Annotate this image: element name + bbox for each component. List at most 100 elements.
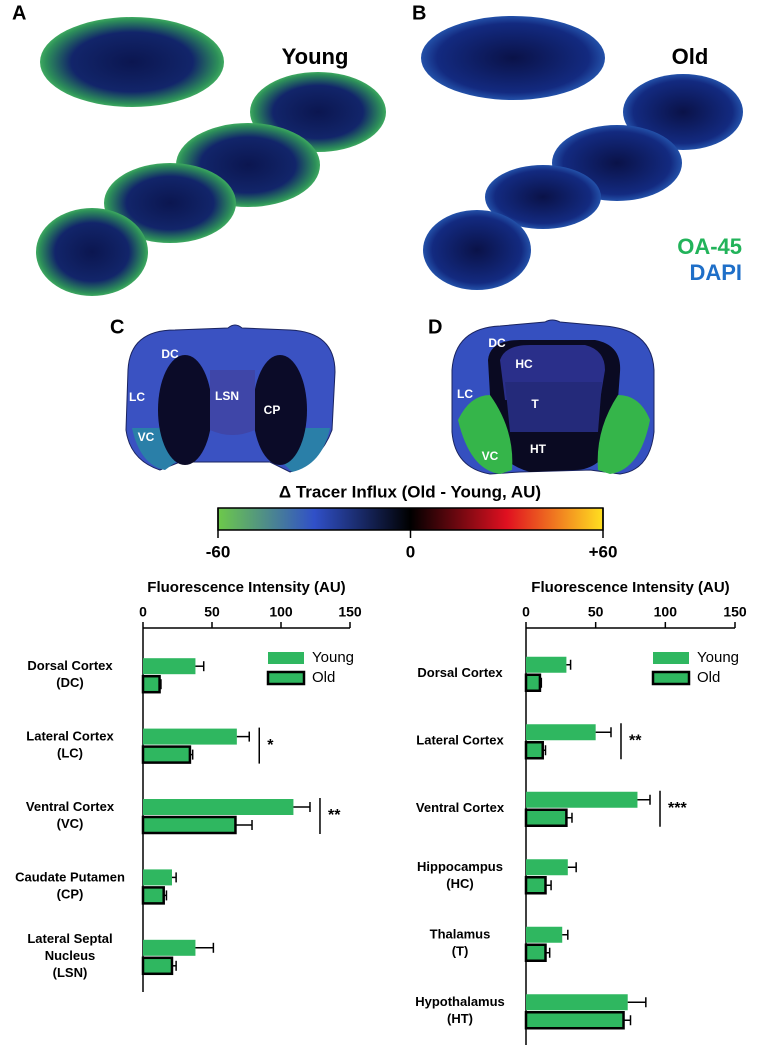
x-tick-label: 50	[588, 604, 604, 620]
region-label: T	[531, 397, 539, 411]
panel-letter: C	[110, 316, 124, 338]
region-label: VC	[138, 430, 155, 444]
category-label: Lateral Cortex	[416, 733, 504, 748]
category-label: Lateral Septal	[27, 931, 112, 946]
x-tick-label: 150	[723, 604, 747, 620]
category-label: (LSN)	[53, 965, 88, 980]
bar	[141, 886, 165, 905]
panel-d: D DC HC LC T HT VC	[428, 316, 655, 475]
significance-label: ***	[668, 800, 687, 817]
bar	[141, 745, 192, 764]
region-label: LC	[457, 387, 473, 401]
category-label: Hippocampus	[417, 859, 503, 874]
category-label: (LC)	[57, 746, 83, 761]
panel-letter: B	[412, 2, 426, 24]
brain-slice	[104, 163, 236, 243]
category-label: Hypothalamus	[415, 994, 505, 1009]
brain-region	[158, 355, 212, 465]
category-label: Caudate Putamen	[15, 869, 125, 884]
x-axis-title: Fluorescence Intensity (AU)	[147, 579, 345, 596]
region-label: VC	[482, 449, 499, 463]
panel-letter: A	[12, 2, 26, 24]
region-label: CP	[264, 403, 281, 417]
x-tick-label: 100	[654, 604, 678, 620]
brain-region	[597, 395, 650, 474]
colorbar-title: Δ Tracer Influx (Old - Young, AU)	[279, 482, 541, 501]
category-label: Dorsal Cortex	[27, 658, 113, 673]
region-label: HC	[515, 357, 533, 371]
panel-b: B Old OA-45 DAPI	[412, 2, 743, 290]
bar	[524, 741, 544, 760]
region-label: LSN	[215, 389, 239, 403]
bar	[143, 799, 294, 815]
bar	[524, 808, 568, 827]
significance-label: **	[629, 732, 642, 749]
region-label: DC	[488, 336, 506, 350]
panel-a: A Young	[12, 2, 386, 296]
legend-label: Young	[697, 649, 739, 666]
legend-swatch	[268, 652, 304, 664]
bar	[143, 728, 237, 745]
region-label: LC	[129, 390, 145, 404]
colorbar-tick-label: -60	[206, 542, 231, 561]
category-label: Thalamus	[430, 927, 491, 942]
category-label: Lateral Cortex	[26, 729, 114, 744]
group-label: Old	[672, 44, 709, 69]
bar	[526, 656, 567, 673]
x-tick-label: 0	[522, 604, 530, 620]
bar	[143, 869, 172, 886]
category-label: Nucleus	[45, 948, 96, 963]
bar	[141, 674, 161, 694]
x-axis-title: Fluorescence Intensity (AU)	[531, 579, 729, 596]
legend-label: Young	[312, 649, 354, 666]
stain-label: DAPI	[689, 260, 742, 285]
legend-swatch	[266, 670, 306, 686]
bar	[524, 1011, 625, 1030]
category-label: Ventral Cortex	[26, 799, 115, 814]
bar	[526, 791, 638, 808]
bar	[526, 926, 563, 943]
x-tick-label: 100	[269, 604, 293, 620]
category-label: (CP)	[57, 886, 84, 901]
stain-label: OA-45	[677, 234, 742, 259]
x-tick-label: 0	[139, 604, 147, 620]
brain-slice	[421, 16, 605, 100]
colorbar-tick-label: +60	[589, 542, 618, 561]
legend-label: Old	[697, 669, 720, 686]
bar	[143, 658, 196, 675]
bar	[524, 876, 547, 895]
category-label: (DC)	[56, 675, 83, 690]
bar	[141, 815, 237, 835]
category-label: (T)	[452, 944, 469, 959]
brain-region	[210, 370, 255, 435]
bar	[526, 994, 628, 1011]
brain-slice	[485, 165, 601, 229]
brain-slice	[40, 17, 224, 107]
significance-label: **	[328, 807, 341, 824]
significance-label: *	[267, 737, 274, 754]
bar	[143, 939, 196, 956]
category-label: (HC)	[446, 876, 473, 891]
panel-letter: D	[428, 316, 442, 338]
brain-slice	[36, 208, 148, 296]
brain-slice	[623, 74, 743, 150]
category-label: Dorsal Cortex	[417, 665, 503, 680]
colorbar-tick-label: 0	[406, 542, 415, 561]
brain-region	[253, 355, 307, 465]
bar	[141, 956, 174, 976]
bar	[526, 859, 568, 876]
x-tick-label: 150	[338, 604, 362, 620]
bar	[526, 724, 596, 741]
bar	[524, 943, 547, 962]
legend-label: Old	[312, 669, 335, 686]
x-tick-label: 50	[204, 604, 220, 620]
category-label: (VC)	[57, 816, 84, 831]
bar	[524, 673, 542, 692]
brain-region	[505, 382, 602, 432]
brain-slice	[423, 210, 531, 290]
brain-region	[458, 395, 513, 474]
region-label: DC	[161, 347, 179, 361]
group-label: Young	[282, 44, 349, 69]
legend-swatch	[651, 670, 691, 686]
category-label: (HT)	[447, 1011, 473, 1026]
